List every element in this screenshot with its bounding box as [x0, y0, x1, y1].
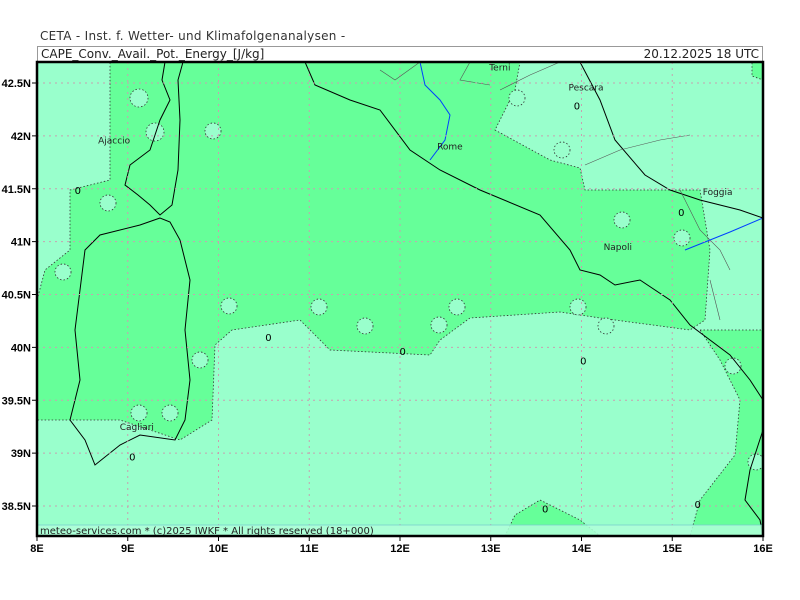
- graticule: [37, 62, 763, 536]
- cape-region-northeast: [751, 62, 763, 81]
- footer-strip: [37, 525, 763, 536]
- coastlines: [69, 62, 763, 536]
- cape-region-main: [37, 62, 711, 441]
- lat-tick-label: 39.5N: [2, 395, 31, 407]
- valid-time: 20.12.2025 18 UTC: [643, 47, 759, 61]
- lon-tick-label: 9E: [121, 543, 134, 555]
- contour-label: 0: [129, 453, 135, 464]
- lon-tick-label: 13E: [481, 543, 501, 555]
- city-label-cagliari: Cagliari: [120, 423, 154, 433]
- contour-label: 0: [580, 356, 586, 367]
- lon-tick-label: 11E: [300, 543, 319, 555]
- city-label-foggia: Foggia: [703, 188, 733, 198]
- tiber-river: [419, 62, 451, 161]
- city-label-napoli: Napoli: [604, 243, 632, 253]
- cape-region-southeast: [689, 329, 763, 536]
- parameter-label: CAPE_Conv._Avail._Pot._Energy_[J/kg]: [41, 47, 265, 61]
- city-label-rome: Rome: [437, 143, 463, 153]
- italy-west-coast: [304, 62, 763, 401]
- lat-tick-label: 42N: [11, 131, 31, 143]
- contour-label: 0: [678, 208, 684, 219]
- italy-east-coast: [579, 62, 763, 219]
- lat-tick-label: 40.5N: [2, 290, 31, 302]
- lon-tick-label: 10E: [209, 543, 229, 555]
- lon-tick-label: 14E: [572, 543, 592, 555]
- city-label-terni: Terni: [488, 63, 510, 73]
- ofanto-river: [684, 217, 763, 251]
- regional-borders: [379, 62, 731, 321]
- cape-low-pockets: [54, 88, 763, 471]
- rivers: [419, 62, 763, 251]
- contour-label: 0: [542, 504, 548, 515]
- organization-title: CETA - Inst. f. Wetter- und Klimafolgena…: [40, 29, 346, 43]
- copyright-footer: meteo-services.com * (c)2025 IWKF * All …: [40, 526, 374, 537]
- city-label-pescara: Pescara: [569, 83, 604, 93]
- lon-tick-label: 15E: [662, 543, 682, 555]
- lat-tick-label: 41N: [11, 237, 31, 249]
- lon-tick-label: 12E: [390, 543, 410, 555]
- contour-label: 0: [694, 500, 700, 511]
- lon-tick-label: 8E: [30, 543, 43, 555]
- lat-tick-label: 39N: [11, 448, 31, 460]
- contour-label: 0: [400, 347, 406, 358]
- corsica-coast: [124, 62, 184, 216]
- contour-label: 0: [265, 333, 271, 344]
- city-label-ajaccio: Ajaccio: [98, 136, 131, 146]
- contour-label: 0: [75, 186, 81, 197]
- lat-tick-label: 38.5N: [2, 501, 31, 513]
- contour-label: 0: [574, 101, 580, 112]
- lon-tick-label: 16E: [753, 543, 773, 555]
- lat-tick-label: 41.5N: [2, 184, 31, 196]
- lat-tick-label: 40N: [11, 342, 31, 354]
- sardinia-coast: [69, 217, 191, 466]
- lat-tick-label: 42.5N: [2, 78, 31, 90]
